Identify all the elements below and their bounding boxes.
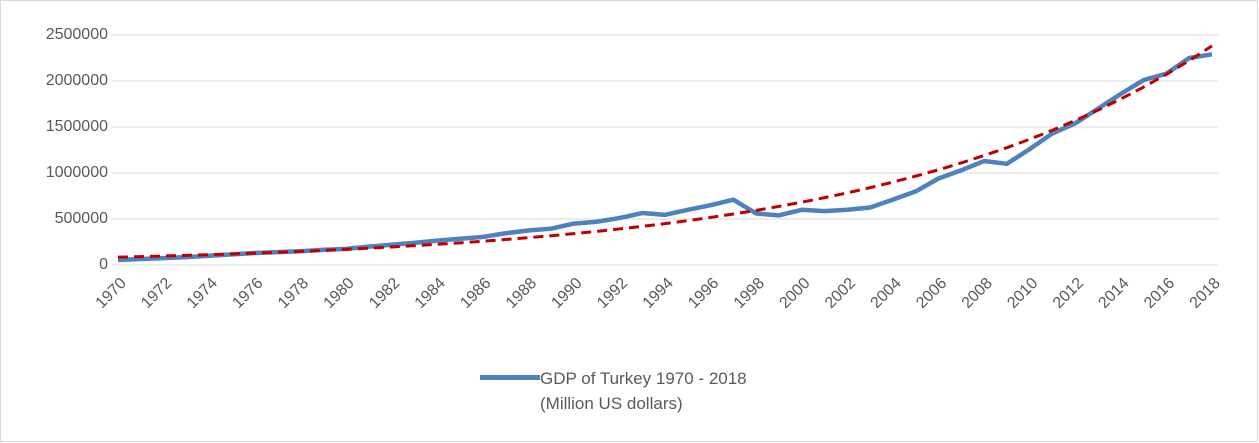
- y-tick-label: 2500000: [46, 26, 108, 43]
- y-tick-label: 500000: [55, 210, 108, 227]
- y-tick-label: 2000000: [46, 72, 108, 89]
- y-tick-label: 1500000: [46, 118, 108, 135]
- y-tick-label: 0: [99, 256, 108, 273]
- legend-swatch: [480, 375, 540, 380]
- y-tick-label: 1000000: [46, 164, 108, 181]
- legend-label: GDP of Turkey 1970 - 2018 (Million US do…: [540, 369, 747, 413]
- trend-line: [117, 44, 1213, 259]
- legend: GDP of Turkey 1970 - 2018 (Million US do…: [480, 366, 747, 416]
